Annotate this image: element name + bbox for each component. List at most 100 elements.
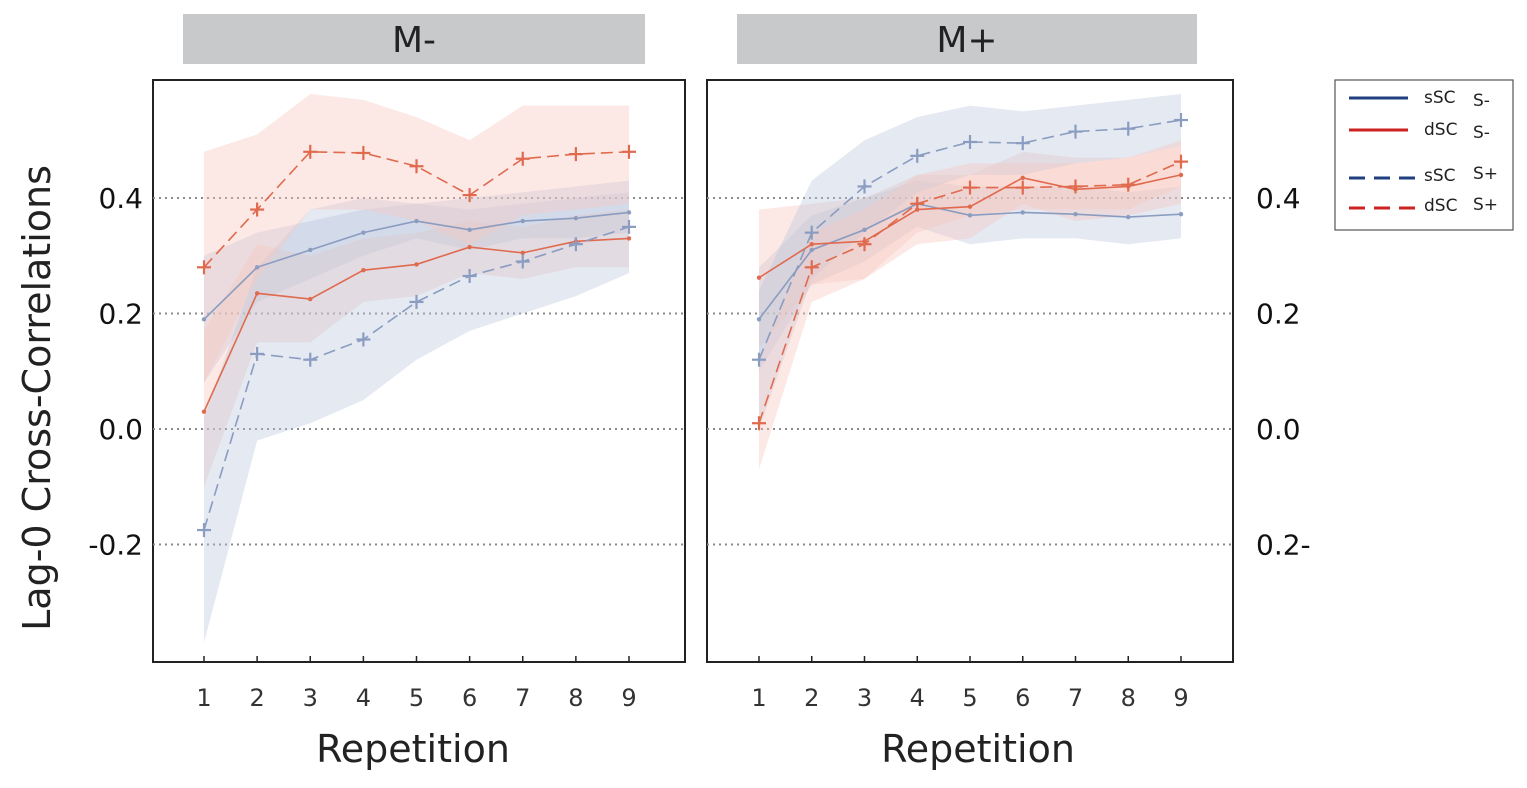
panel-1-point-dsc-splus bbox=[622, 144, 636, 159]
panel-2-x-axis-label: Repetition bbox=[881, 727, 1075, 771]
panel-1-strip bbox=[183, 14, 645, 64]
panel-2-x-tick-label: 5 bbox=[962, 684, 977, 712]
legend-cond-dsc-s-minus: S- bbox=[1473, 123, 1490, 143]
panel-1-point-dsc-s bbox=[414, 262, 419, 267]
panel-2-x-tick-label: 4 bbox=[910, 684, 925, 712]
panel-2-point-ssc-s bbox=[1073, 211, 1078, 217]
legend-cond-ssc-s-minus: S- bbox=[1473, 91, 1490, 111]
panel-1-point-ssc-splus bbox=[250, 346, 265, 361]
panel-1-point-dsc-s bbox=[626, 236, 632, 241]
panel-1-point-ssc-s bbox=[414, 218, 419, 224]
panel-2-band-dsc-s bbox=[759, 146, 1181, 349]
panel-1-point-ssc-s bbox=[520, 218, 525, 224]
panel-2-point-dsc-splus bbox=[1121, 177, 1136, 192]
panel-1-x-tick-label: 2 bbox=[249, 684, 264, 712]
panel-2-point-ssc-s bbox=[1178, 211, 1184, 217]
panel-2-point-ssc-s bbox=[1020, 210, 1025, 215]
panel-1-point-ssc-s bbox=[573, 216, 579, 221]
panel-2-point-dsc-s bbox=[1020, 175, 1025, 180]
panel-1-point-ssc-s bbox=[467, 227, 472, 232]
panel-2-point-ssc-splus bbox=[1068, 124, 1083, 139]
panel-1-x-axis-label: Repetition bbox=[316, 727, 510, 771]
panel-1-point-dsc-splus bbox=[462, 188, 477, 203]
legend-label-ssc-s-minus: sSC bbox=[1424, 88, 1456, 108]
panel-1-point-ssc-s bbox=[626, 210, 632, 215]
panel-2-point-ssc-splus bbox=[963, 134, 977, 149]
panel-1-x-tick-label: 7 bbox=[515, 684, 530, 712]
y-axis-label: Lag-0 Cross-Correlations bbox=[15, 165, 59, 631]
panel-1-band-ssc-splus bbox=[204, 180, 629, 643]
legend-box bbox=[1334, 79, 1514, 231]
legend-cond-dsc-s-plus: S+ bbox=[1473, 195, 1498, 215]
panel-1-point-ssc-s bbox=[308, 247, 313, 253]
panel-2-point-ssc-s bbox=[809, 247, 814, 253]
panel-1-point-dsc-s bbox=[254, 291, 260, 296]
panel-2-point-ssc-s bbox=[1126, 214, 1131, 220]
panel-1-point-dsc-splus bbox=[250, 202, 265, 217]
legend-label-ssc-s-plus: sSC bbox=[1424, 166, 1456, 186]
panel-1-band-ssc-s bbox=[204, 192, 629, 383]
panel-2-x-tick-label: 1 bbox=[751, 684, 766, 712]
panel-2-point-ssc-splus bbox=[752, 352, 766, 367]
panel-1-point-ssc-splus bbox=[462, 268, 477, 283]
panel-1-point-ssc-s bbox=[201, 317, 207, 322]
panel-2-point-dsc-s bbox=[756, 275, 762, 280]
y-tick-label-left: 0.4 bbox=[98, 182, 143, 215]
panel-2-point-ssc-splus bbox=[1174, 113, 1188, 128]
panel-2-point-dsc-splus bbox=[857, 237, 872, 252]
legend-label-dsc-s-plus: dSC bbox=[1424, 196, 1457, 216]
panel-2-point-dsc-splus bbox=[1068, 179, 1083, 194]
panel-2-point-ssc-s bbox=[967, 213, 973, 218]
panel-2-band-ssc-splus bbox=[759, 94, 1181, 430]
panel-1-point-ssc-s bbox=[254, 265, 260, 270]
panel-2-x-tick-label: 3 bbox=[857, 684, 872, 712]
panel-2-point-dsc-splus bbox=[1174, 154, 1188, 169]
panel-2-point-ssc-s bbox=[756, 317, 762, 322]
panel-1-point-dsc-splus bbox=[515, 151, 530, 166]
y-tick-label-right: 0.2- bbox=[1256, 529, 1311, 562]
panel-1-point-ssc-splus bbox=[622, 219, 636, 234]
panel-1-point-dsc-splus bbox=[197, 260, 211, 275]
panel-2-point-dsc-s bbox=[967, 204, 973, 209]
panel-1-frame bbox=[152, 79, 686, 663]
panel-1-point-ssc-splus bbox=[409, 294, 424, 309]
panel-2-x-tick-label: 8 bbox=[1121, 684, 1136, 712]
panel-2-point-ssc-splus bbox=[1121, 121, 1136, 136]
panel-1-x-tick-label: 1 bbox=[196, 684, 211, 712]
panel-2-point-ssc-splus bbox=[910, 148, 925, 163]
panel-2-point-ssc-s bbox=[862, 227, 867, 232]
panel-2-point-dsc-s bbox=[1178, 172, 1184, 178]
panel-1-point-ssc-splus bbox=[568, 237, 583, 252]
panel-2-point-dsc-splus bbox=[1015, 180, 1030, 195]
panel-1-point-dsc-s bbox=[467, 244, 472, 250]
y-tick-label-left: 0.0 bbox=[98, 413, 143, 446]
panel-1-band-dsc-s bbox=[204, 209, 629, 487]
panel-1-point-ssc-splus bbox=[515, 254, 530, 269]
panel-1-x-tick-label: 9 bbox=[621, 684, 636, 712]
panel-1-band-dsc-splus bbox=[204, 94, 629, 383]
panel-2-band-dsc-splus bbox=[759, 140, 1181, 470]
panel-1-x-tick-label: 3 bbox=[303, 684, 318, 712]
y-tick-label-left: -0.2 bbox=[88, 529, 143, 562]
panel-2-x-tick-label: 7 bbox=[1068, 684, 1083, 712]
panel-2-point-ssc-splus bbox=[1015, 136, 1030, 151]
legend-cond-ssc-s-plus: S+ bbox=[1473, 164, 1498, 184]
panel-1-point-dsc-s bbox=[520, 250, 525, 256]
panel-2-strip bbox=[737, 14, 1197, 64]
panel-1-point-dsc-splus bbox=[409, 159, 424, 174]
panel-1-point-ssc-splus bbox=[197, 523, 211, 538]
y-tick-label-left: 0.2 bbox=[98, 298, 143, 331]
panel-1-point-dsc-splus bbox=[356, 145, 371, 160]
panel-1-point-dsc-s bbox=[361, 267, 366, 273]
panel-1-x-tick-label: 6 bbox=[462, 684, 477, 712]
panel-1-line-ssc-splus bbox=[203, 226, 630, 531]
panel-1-title: M- bbox=[392, 20, 436, 61]
panel-2-x-tick-label: 6 bbox=[1015, 684, 1030, 712]
panel-2-x-tick-label: 9 bbox=[1173, 684, 1188, 712]
panel-1-point-ssc-splus bbox=[303, 352, 318, 367]
panel-1-point-dsc-splus bbox=[303, 144, 318, 159]
panel-2-point-dsc-splus bbox=[804, 260, 819, 275]
y-tick-label-right: 0.2 bbox=[1256, 298, 1301, 331]
y-tick-label-right: 0.4 bbox=[1256, 182, 1301, 215]
